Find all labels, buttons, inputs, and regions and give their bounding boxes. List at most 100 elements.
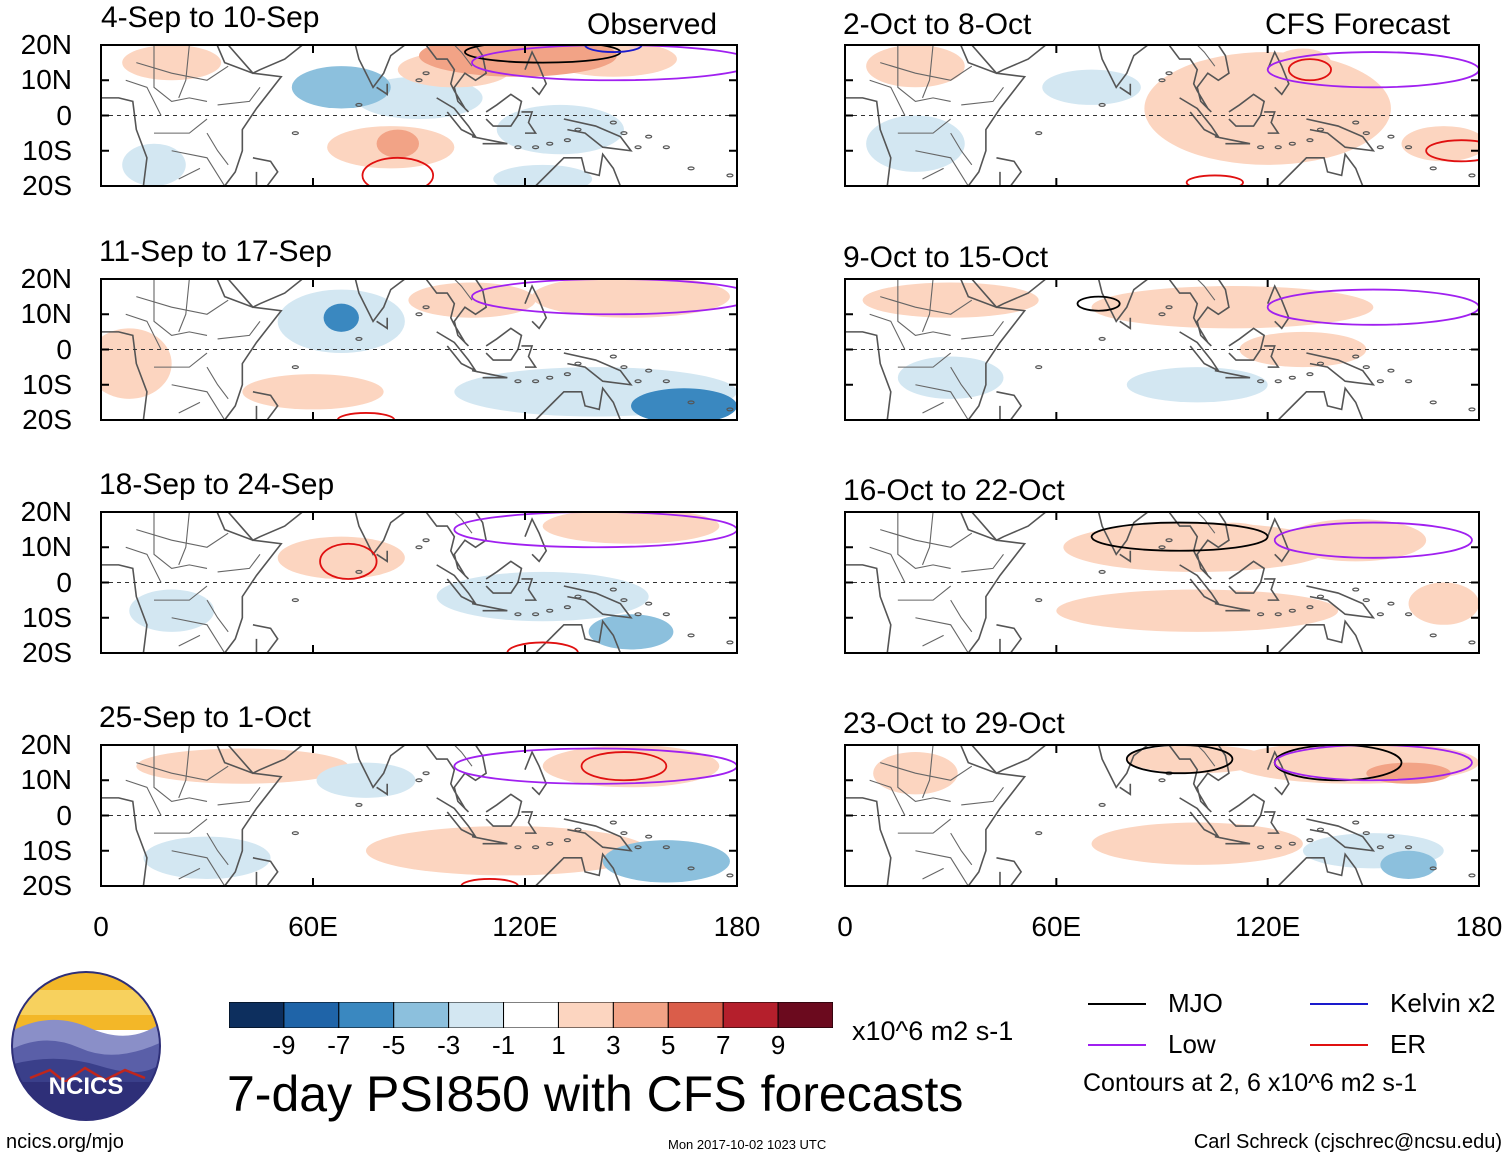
anomaly-blob: [1144, 52, 1391, 165]
panel-fc1-field: [845, 45, 1479, 186]
coastline: [845, 512, 1027, 653]
lat-label: 10S: [22, 601, 72, 633]
er-contour: [361, 156, 435, 186]
footer-timestamp: Mon 2017-10-02 1023 UTC: [668, 1137, 827, 1152]
lat-label: 20S: [22, 404, 72, 435]
anomaly-blob: [1042, 69, 1141, 105]
coastline: [101, 279, 283, 420]
island: [514, 845, 522, 850]
units-label: x10^6 m2 s-1: [852, 1016, 1014, 1046]
country-border: [880, 62, 973, 81]
country-border: [897, 512, 951, 569]
lon-label: 60E: [1031, 911, 1082, 942]
country-border: [136, 762, 229, 781]
panel-fc4-field: [845, 745, 1479, 886]
country-border: [217, 86, 261, 106]
country-border: [1126, 279, 1129, 280]
anomaly-blob: [291, 66, 391, 109]
country-border: [880, 529, 973, 548]
coastline: [1214, 835, 1251, 845]
country-border: [915, 617, 969, 653]
coastline: [971, 512, 1047, 542]
coastline: [1119, 83, 1132, 96]
coastline: [1266, 50, 1290, 96]
er-contour: [1287, 58, 1332, 82]
coastline: [1264, 111, 1280, 134]
country-border: [880, 296, 973, 315]
coastline: [996, 857, 1023, 886]
country-border: [383, 745, 386, 746]
country-border: [1196, 279, 1216, 301]
island: [546, 841, 554, 846]
island: [1274, 145, 1282, 150]
coastline: [425, 45, 488, 113]
anomaly-blob: [1285, 519, 1427, 562]
coastline: [376, 83, 389, 96]
island: [355, 569, 363, 574]
island: [609, 354, 617, 359]
country-border: [136, 529, 229, 548]
coastline: [1267, 279, 1275, 280]
country-border: [178, 512, 190, 566]
country-border: [915, 150, 969, 186]
anomaly-blob: [323, 303, 359, 332]
island: [1158, 778, 1166, 783]
island: [1387, 368, 1395, 373]
island: [662, 145, 670, 150]
lat-label: 0: [56, 799, 72, 831]
country-border: [171, 617, 226, 653]
island: [422, 71, 430, 76]
lat-label: 0: [56, 99, 72, 131]
legend-kelvin: Kelvin x2: [1310, 988, 1496, 1019]
island: [1165, 538, 1173, 543]
coastline: [1228, 560, 1266, 594]
island: [531, 612, 540, 617]
coastline: [1168, 279, 1230, 347]
panel-title: 4-Sep to 10-Sep: [101, 1, 320, 34]
island: [609, 820, 617, 825]
country-border: [153, 512, 208, 569]
coastline: [524, 284, 548, 330]
island: [634, 379, 642, 384]
island: [1404, 379, 1413, 384]
coastline: [525, 279, 533, 280]
main-title: 7-day PSI850 with CFS forecasts: [227, 1066, 964, 1122]
er-contour: [580, 751, 668, 782]
anomaly-blob: [436, 571, 649, 622]
island: [531, 145, 540, 150]
island: [514, 379, 522, 384]
coastline: [485, 560, 523, 594]
panel-fc3-field: [845, 512, 1479, 653]
country-border: [383, 45, 386, 46]
coastline: [1264, 578, 1280, 601]
coastline: [471, 835, 508, 845]
island: [645, 834, 653, 839]
country-border: [453, 45, 473, 67]
island: [1035, 831, 1043, 836]
island: [1306, 605, 1314, 610]
island: [1257, 379, 1265, 384]
lon-label: 60E: [288, 911, 338, 942]
country-border: [915, 384, 969, 420]
coastline: [252, 624, 279, 653]
coastline: [436, 797, 478, 839]
mjo-contour: [1090, 521, 1269, 552]
anomaly-blob: [376, 129, 419, 158]
coastline: [334, 45, 406, 89]
anomaly-blob: [419, 45, 617, 77]
country-border: [950, 132, 973, 166]
coastline: [1168, 745, 1230, 813]
country-border: [897, 745, 951, 802]
coastline: [334, 745, 406, 789]
coastline: [535, 152, 622, 186]
mjo-contour: [1125, 745, 1234, 775]
island: [1306, 138, 1314, 143]
country-border: [950, 366, 973, 400]
lat-label: 0: [56, 333, 72, 365]
country-border: [453, 512, 473, 534]
island: [1352, 354, 1360, 359]
country-border: [125, 79, 162, 116]
coastline: [524, 750, 548, 796]
country-border: [178, 745, 190, 799]
country-border: [897, 352, 952, 368]
